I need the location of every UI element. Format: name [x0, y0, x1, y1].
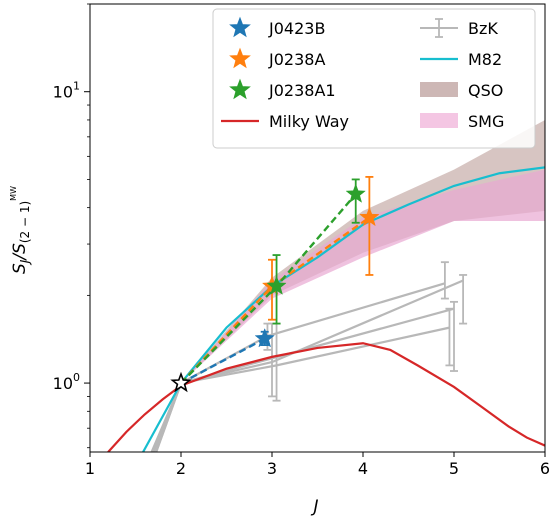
- smg-band: [181, 169, 545, 384]
- legend-star-icon: [229, 78, 251, 100]
- x-axis-label: J: [310, 497, 318, 517]
- bzk-errorbar: [450, 300, 458, 372]
- j0423b-dashed-line: [180, 337, 266, 385]
- legend-label: Milky Way: [269, 112, 349, 131]
- legend-label: BzK: [468, 19, 498, 38]
- bzk-errorbar: [440, 261, 449, 300]
- legend-entry: Milky Way: [221, 112, 349, 131]
- bzk-errorbar: [459, 274, 468, 325]
- legend-star-icon: [229, 16, 251, 38]
- legend-entry: J0238A: [229, 47, 325, 69]
- m82-line: [141, 166, 545, 452]
- y-tick-label: 101: [53, 80, 80, 102]
- ylabel-sup: MW: [9, 186, 18, 201]
- bzk-errorbar: [445, 307, 454, 367]
- legend-entry: SMG: [420, 112, 504, 131]
- x-axis-title: J: [310, 497, 318, 517]
- plot-area: [106, 119, 545, 452]
- plot-frame: [89, 3, 546, 453]
- ylabel-mid: /S: [10, 243, 30, 262]
- svg-text:SJ/S(2 − 1)MW: SJ/S(2 − 1)MW: [9, 186, 32, 274]
- ylabel-main: S: [10, 263, 30, 274]
- j0238a1-star-point: [345, 183, 366, 203]
- ylabel-sub-main: J: [18, 259, 32, 265]
- legend-entry: QSO: [420, 81, 503, 100]
- x-tick-label: 3: [267, 459, 277, 478]
- j0238a1-star-point: [266, 275, 287, 295]
- legend-star-icon: [229, 47, 251, 69]
- bzk-line-0: [150, 279, 464, 452]
- x-tick-label: 5: [449, 459, 459, 478]
- legend-entry: J0423B: [229, 16, 325, 38]
- bzk-line-3: [154, 307, 455, 452]
- j0238a-star-point: [359, 206, 380, 227]
- y-axis-label: SJ/S(2 − 1)MW: [9, 186, 32, 274]
- normalization-star: [170, 371, 192, 393]
- legend-label: J0238A1: [268, 81, 336, 100]
- legend-band-icon: [420, 113, 458, 128]
- x-tick-label: 4: [358, 459, 368, 478]
- x-tick-label: 6: [540, 459, 550, 478]
- legend: J0423B J0238A J0238A1 Milky Way BzK M82 QSO SMG: [212, 8, 536, 149]
- legend-label: J0423B: [268, 19, 325, 38]
- ylabel-sub: (2 − 1): [18, 201, 32, 243]
- legend-entry: J0238A1: [229, 78, 336, 100]
- legend-label: J0238A: [268, 50, 325, 69]
- x-tick-label: 1: [85, 459, 95, 478]
- legend-band-icon: [420, 82, 458, 97]
- legend-label: QSO: [468, 81, 503, 100]
- j0423b-star-point: [254, 327, 275, 348]
- legend-label: SMG: [468, 112, 504, 131]
- legend-entry: M82: [420, 50, 502, 69]
- axis-ticks: 1 2 3 4 5 6 100 101: [53, 3, 550, 478]
- legend-label: M82: [468, 50, 502, 69]
- bzk-line-2: [152, 282, 446, 452]
- y-tick-label: 100: [53, 371, 80, 393]
- milky-way-line: [106, 342, 545, 452]
- legend-entry: BzK: [420, 18, 498, 38]
- x-tick-label: 2: [176, 459, 186, 478]
